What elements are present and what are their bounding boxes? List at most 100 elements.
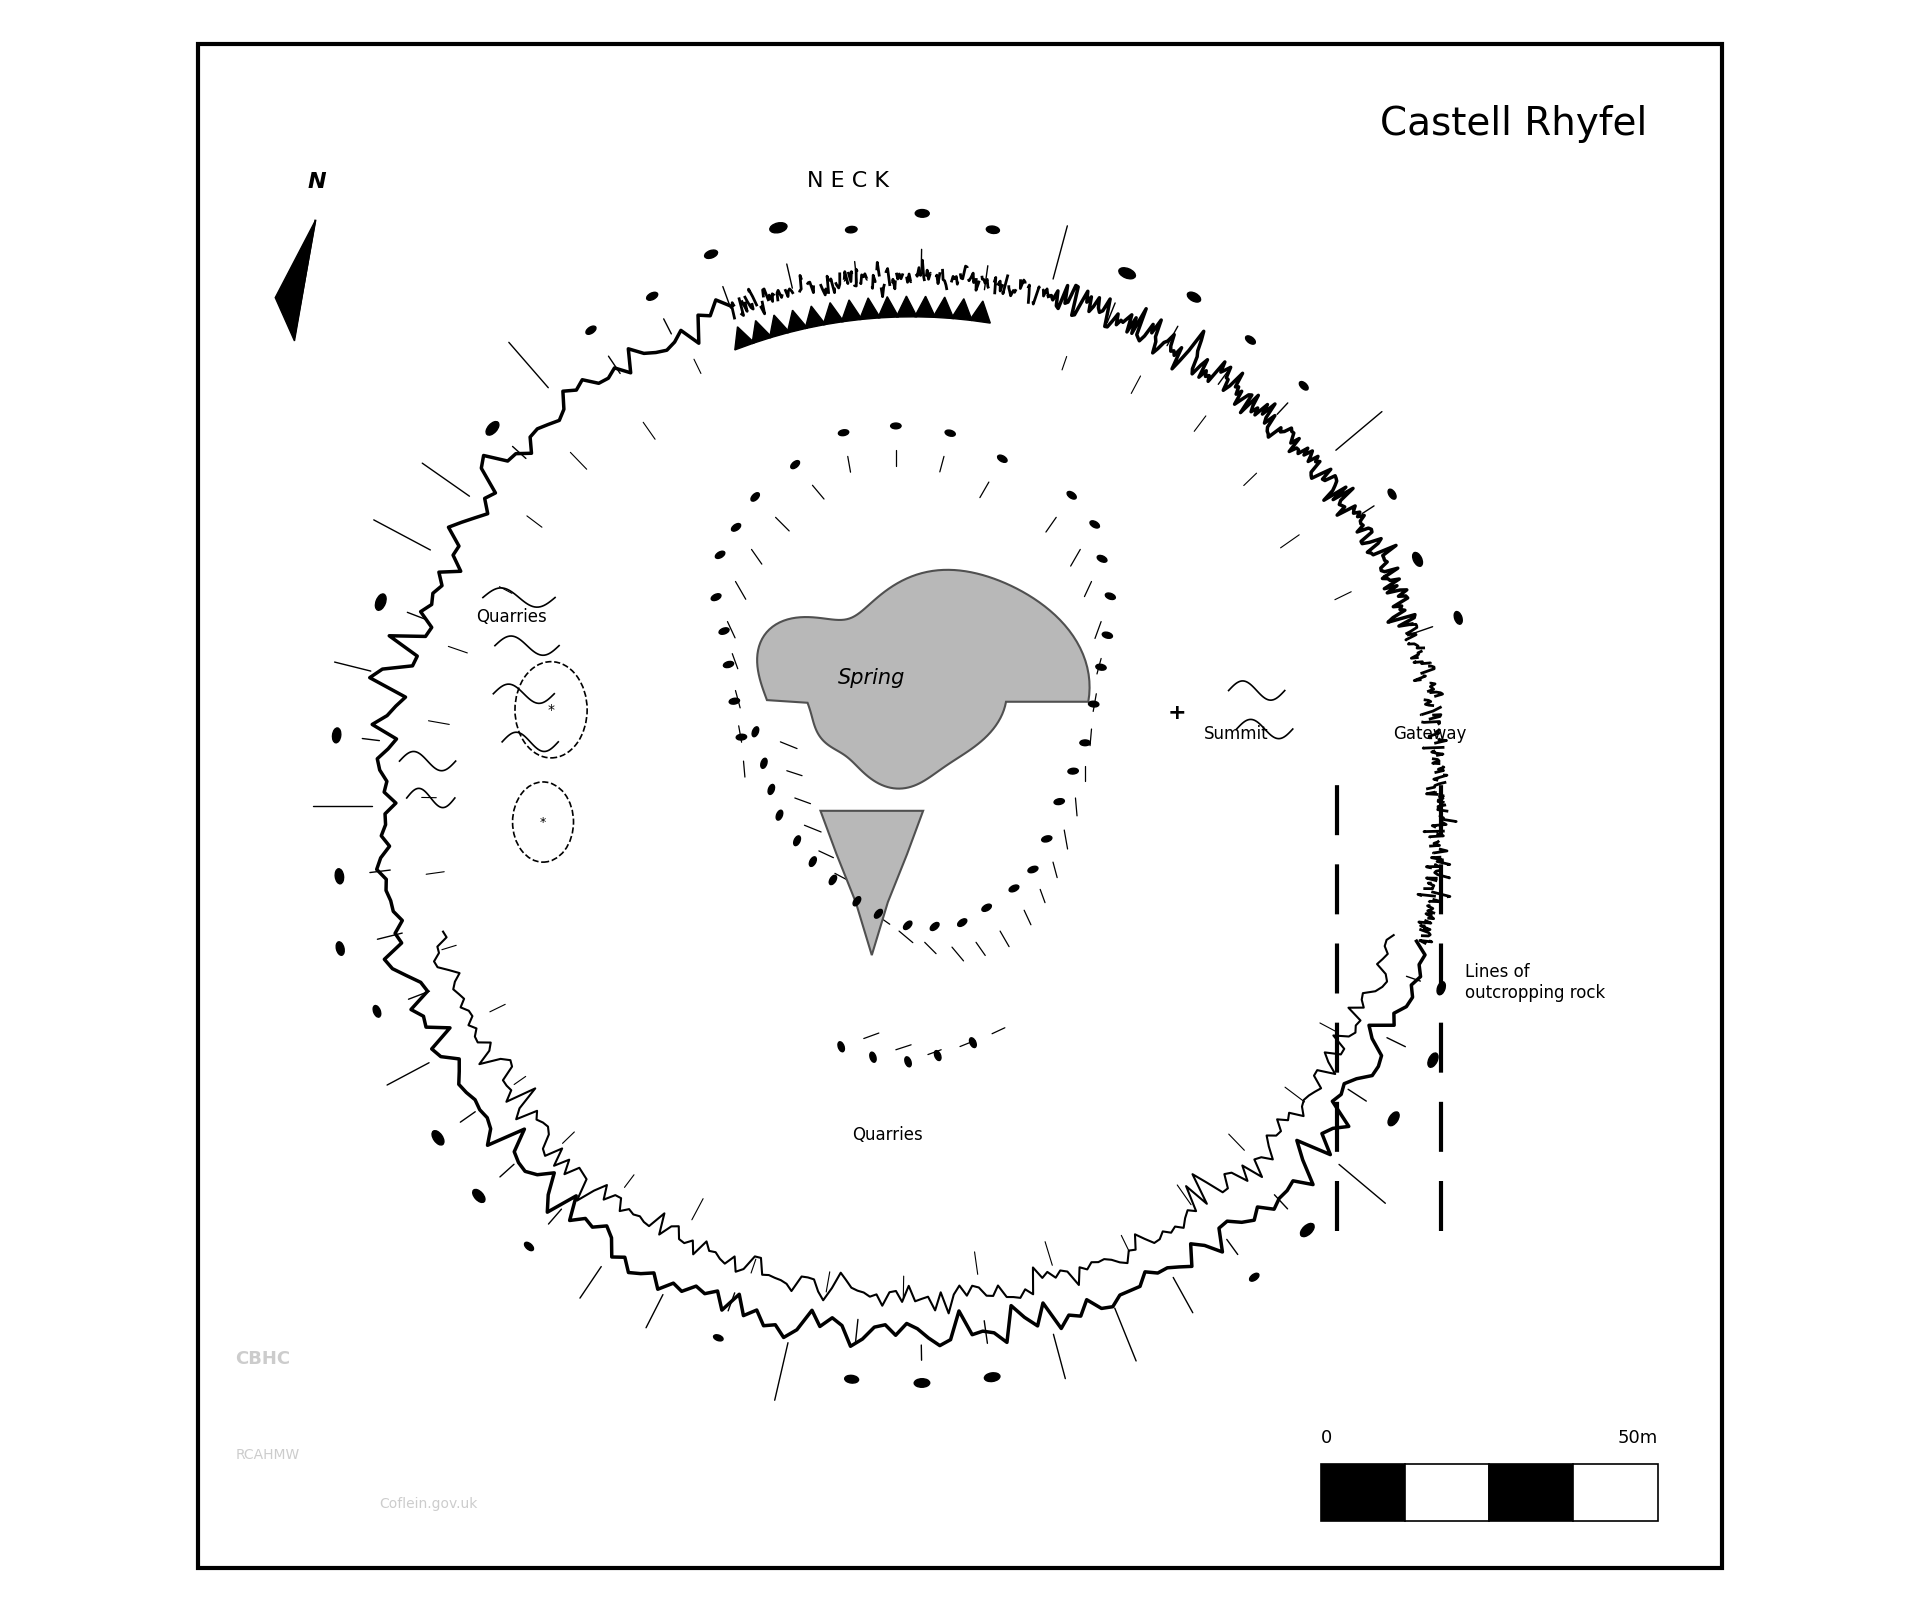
Ellipse shape [916, 210, 929, 218]
Ellipse shape [870, 1053, 876, 1062]
Ellipse shape [486, 422, 499, 435]
Ellipse shape [958, 919, 968, 927]
Ellipse shape [791, 461, 799, 469]
Ellipse shape [1300, 382, 1308, 390]
Ellipse shape [839, 430, 849, 435]
Ellipse shape [935, 1051, 941, 1061]
Bar [1572, 1464, 1657, 1522]
Ellipse shape [720, 627, 730, 634]
Ellipse shape [829, 875, 837, 885]
Text: 0: 0 [1321, 1430, 1332, 1448]
Ellipse shape [332, 729, 342, 743]
Ellipse shape [432, 1130, 444, 1145]
Ellipse shape [914, 1378, 929, 1388]
Ellipse shape [730, 698, 739, 704]
Ellipse shape [472, 1190, 486, 1203]
Ellipse shape [1300, 1224, 1313, 1236]
Ellipse shape [1102, 632, 1112, 638]
Ellipse shape [1428, 1053, 1438, 1067]
Ellipse shape [336, 869, 344, 883]
Ellipse shape [1096, 556, 1108, 563]
Ellipse shape [1250, 1273, 1260, 1282]
Ellipse shape [970, 1038, 975, 1048]
Bar [1321, 1464, 1405, 1522]
Ellipse shape [1043, 835, 1052, 841]
Ellipse shape [770, 222, 787, 232]
Ellipse shape [716, 551, 726, 558]
Ellipse shape [981, 904, 991, 911]
Ellipse shape [376, 593, 386, 611]
Ellipse shape [751, 493, 760, 501]
Text: *: * [540, 816, 545, 829]
Polygon shape [770, 314, 789, 339]
Text: Gateway: Gateway [1394, 725, 1467, 743]
Ellipse shape [845, 1375, 858, 1383]
Ellipse shape [891, 422, 900, 429]
Ellipse shape [1388, 1112, 1400, 1125]
Ellipse shape [647, 292, 659, 300]
Ellipse shape [768, 785, 774, 795]
Ellipse shape [336, 941, 344, 956]
Ellipse shape [1246, 335, 1256, 343]
Ellipse shape [760, 758, 768, 769]
Ellipse shape [753, 727, 758, 737]
Ellipse shape [1119, 268, 1135, 279]
Ellipse shape [1436, 982, 1446, 995]
Polygon shape [914, 297, 935, 318]
Ellipse shape [1089, 701, 1098, 708]
Text: Lines of
outcropping rock: Lines of outcropping rock [1465, 962, 1605, 1001]
Ellipse shape [1096, 664, 1106, 671]
Text: 50m: 50m [1617, 1430, 1657, 1448]
Polygon shape [933, 297, 954, 319]
Ellipse shape [931, 922, 939, 930]
Ellipse shape [1068, 492, 1077, 500]
Ellipse shape [845, 226, 856, 232]
Ellipse shape [793, 837, 801, 846]
Ellipse shape [710, 593, 720, 601]
Ellipse shape [372, 1006, 380, 1017]
Ellipse shape [1453, 611, 1463, 624]
Text: *: * [547, 703, 555, 717]
Polygon shape [753, 321, 772, 343]
Text: CBHC: CBHC [234, 1351, 290, 1369]
Ellipse shape [1106, 593, 1116, 600]
Ellipse shape [1068, 769, 1079, 774]
Polygon shape [756, 569, 1089, 788]
Text: +: + [1167, 703, 1187, 724]
Ellipse shape [1187, 292, 1200, 301]
Ellipse shape [837, 1041, 845, 1051]
Polygon shape [950, 298, 972, 321]
Polygon shape [860, 298, 879, 319]
Polygon shape [820, 811, 924, 956]
Ellipse shape [732, 524, 741, 530]
Ellipse shape [524, 1243, 534, 1251]
Ellipse shape [735, 733, 747, 740]
Ellipse shape [1054, 798, 1064, 804]
Ellipse shape [586, 326, 595, 334]
Ellipse shape [852, 896, 860, 906]
Ellipse shape [776, 811, 783, 821]
Text: Quarries: Quarries [476, 608, 547, 625]
Text: RCAHMW: RCAHMW [234, 1449, 300, 1462]
Ellipse shape [810, 858, 816, 866]
Polygon shape [897, 297, 918, 318]
Polygon shape [824, 303, 843, 326]
Polygon shape [735, 327, 755, 350]
Polygon shape [970, 301, 991, 322]
Ellipse shape [724, 661, 733, 667]
Ellipse shape [1388, 488, 1396, 500]
Bar [1405, 1464, 1490, 1522]
Ellipse shape [985, 1373, 1000, 1381]
Text: Spring: Spring [839, 667, 906, 688]
Text: Summit: Summit [1204, 725, 1269, 743]
Ellipse shape [1413, 553, 1423, 566]
Text: Coflein.gov.uk: Coflein.gov.uk [380, 1496, 478, 1510]
Polygon shape [275, 221, 315, 340]
Ellipse shape [714, 1335, 724, 1341]
Ellipse shape [1091, 521, 1100, 529]
Polygon shape [804, 306, 826, 329]
Text: N: N [307, 172, 326, 192]
Ellipse shape [945, 430, 956, 437]
Ellipse shape [998, 455, 1008, 463]
Ellipse shape [1010, 885, 1020, 891]
